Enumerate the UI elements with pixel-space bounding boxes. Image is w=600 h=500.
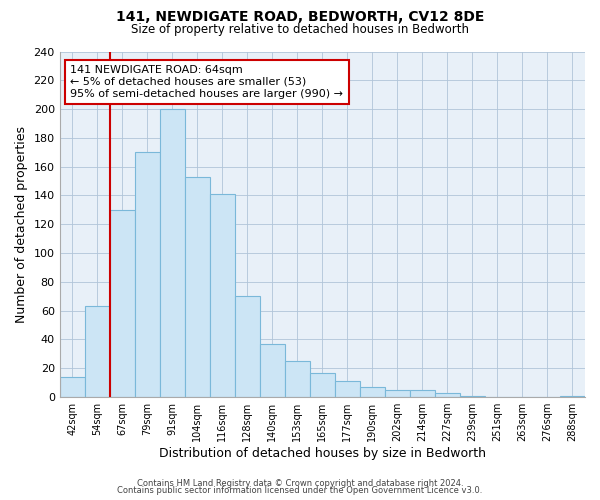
Y-axis label: Number of detached properties: Number of detached properties (15, 126, 28, 323)
Bar (235, 296, 260, 397)
Bar (460, 396, 485, 397)
Text: 141, NEWDIGATE ROAD, BEDWORTH, CV12 8DE: 141, NEWDIGATE ROAD, BEDWORTH, CV12 8DE (116, 10, 484, 24)
Text: Contains HM Land Registry data © Crown copyright and database right 2024.: Contains HM Land Registry data © Crown c… (137, 478, 463, 488)
Bar (560, 396, 585, 397)
Bar (410, 390, 435, 397)
Bar (160, 109, 185, 397)
Bar (110, 210, 135, 397)
Bar (185, 177, 210, 397)
Bar (385, 390, 410, 397)
Bar (285, 361, 310, 397)
Text: 141 NEWDIGATE ROAD: 64sqm
← 5% of detached houses are smaller (53)
95% of semi-d: 141 NEWDIGATE ROAD: 64sqm ← 5% of detach… (70, 66, 343, 98)
X-axis label: Distribution of detached houses by size in Bedworth: Distribution of detached houses by size … (159, 447, 486, 460)
Bar (360, 387, 385, 397)
Bar (435, 393, 460, 397)
Bar (135, 152, 160, 397)
Bar (260, 344, 285, 397)
Bar (335, 381, 360, 397)
Bar (210, 194, 235, 397)
Text: Contains public sector information licensed under the Open Government Licence v3: Contains public sector information licen… (118, 486, 482, 495)
Bar (85, 306, 110, 397)
Text: Size of property relative to detached houses in Bedworth: Size of property relative to detached ho… (131, 22, 469, 36)
Bar (59, 377, 85, 397)
Bar (310, 372, 335, 397)
